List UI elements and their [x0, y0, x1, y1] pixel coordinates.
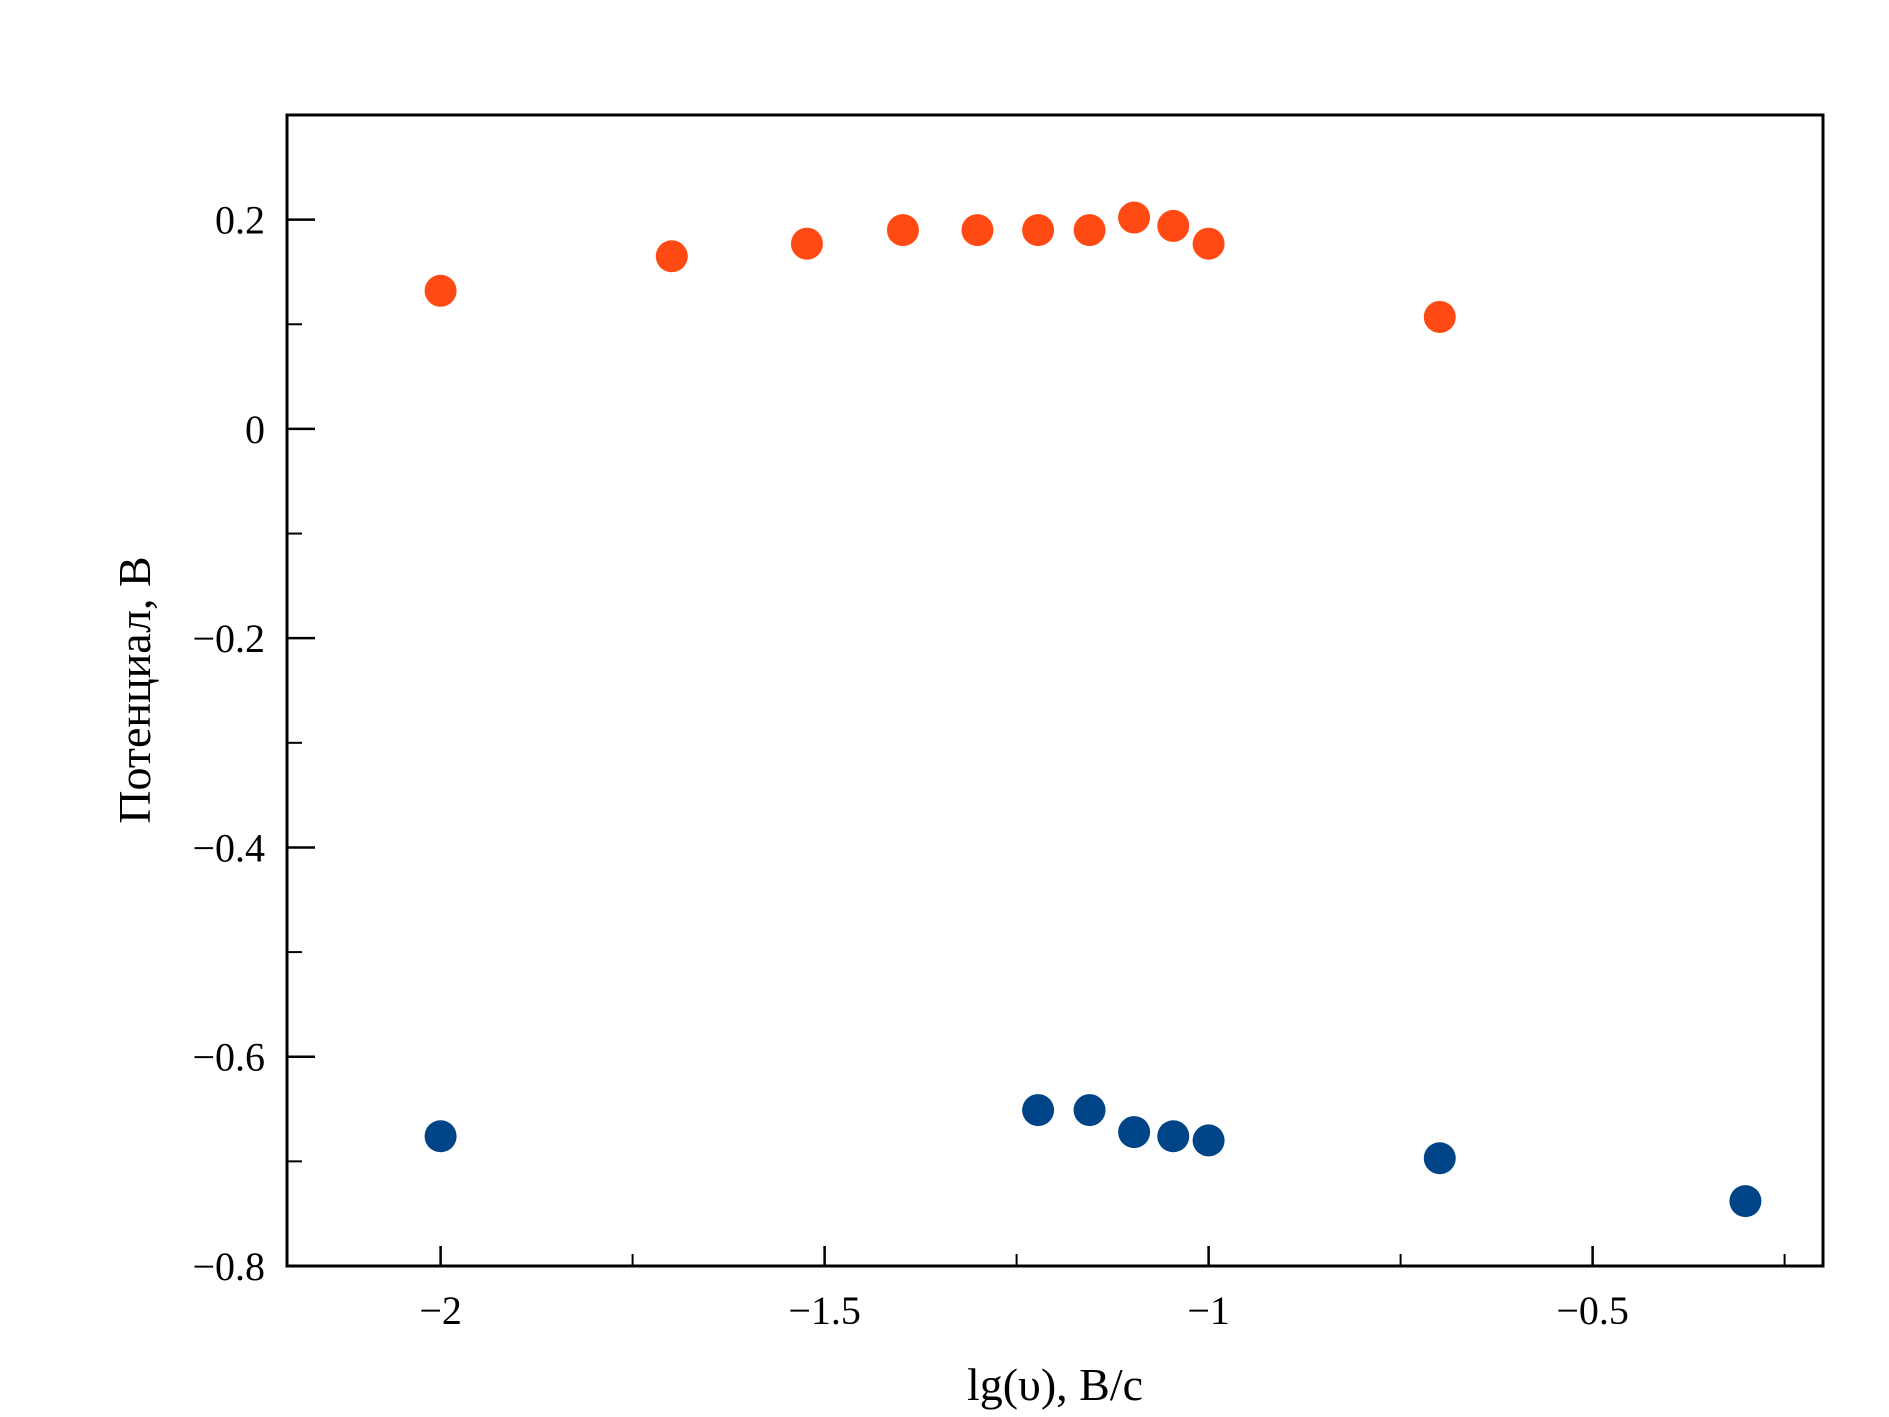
- y-tick-label: −0.4: [192, 825, 265, 870]
- data-point: [655, 240, 688, 273]
- data-point: [1022, 214, 1055, 247]
- data-point: [1423, 1142, 1456, 1175]
- data-point: [424, 1120, 457, 1153]
- data-point: [1022, 1094, 1055, 1127]
- data-point: [1192, 1124, 1225, 1157]
- data-point: [886, 214, 919, 247]
- y-tick-label: 0: [245, 407, 265, 452]
- y-tick-label: −0.2: [192, 616, 265, 661]
- data-point: [1073, 1094, 1106, 1127]
- x-axis-label: lg(υ), В/с: [967, 1359, 1143, 1410]
- labels-layer: −2 −1.5 −1 −0.5 0.2 0 −0.2 −0.4 −0.6 −0.8: [192, 198, 1628, 1333]
- y-axis-label: Потенциал, В: [109, 556, 160, 823]
- x-tick-label: −0.5: [1556, 1288, 1629, 1333]
- data-point: [1729, 1185, 1762, 1218]
- x-tick-label: −2: [419, 1288, 462, 1333]
- y-tick-label: 0.2: [215, 198, 265, 243]
- y-tick-label: −0.8: [192, 1244, 265, 1289]
- series-1: [424, 1094, 1762, 1218]
- data-point: [1073, 214, 1106, 247]
- series-0: [424, 201, 1456, 333]
- points-layer: [424, 201, 1762, 1218]
- data-point: [424, 274, 457, 307]
- x-tick-label: −1.5: [788, 1288, 861, 1333]
- data-point: [1423, 300, 1456, 333]
- data-point: [790, 227, 823, 260]
- data-point: [1118, 1116, 1151, 1149]
- data-point: [961, 214, 994, 247]
- y-tick-label: −0.6: [192, 1035, 265, 1080]
- data-point: [1157, 1120, 1190, 1153]
- data-point: [1118, 201, 1151, 234]
- x-tick-label: −1: [1187, 1288, 1230, 1333]
- plot-frame: [285, 113, 1825, 1268]
- data-point: [1192, 227, 1225, 260]
- data-point: [1157, 209, 1190, 242]
